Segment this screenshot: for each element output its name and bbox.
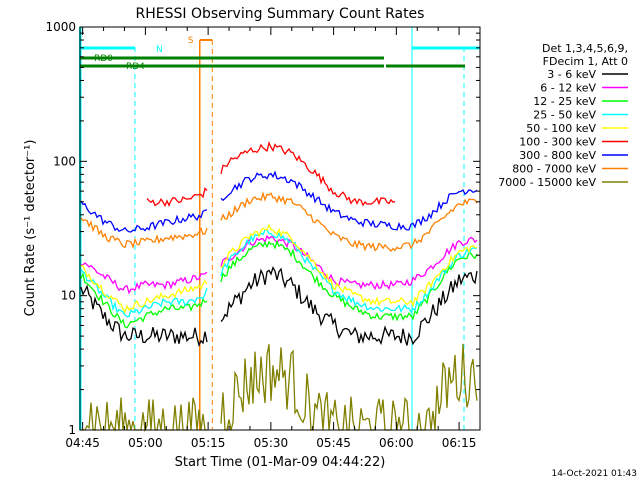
series-line (220, 265, 478, 346)
series-line (220, 234, 478, 291)
x-tick-label: 04:45 (65, 436, 100, 450)
legend-entry-label: 3 - 6 keV (547, 68, 596, 81)
night-label: N (156, 45, 163, 55)
chart-title: RHESSI Observing Summary Count Rates (136, 6, 425, 22)
series-line (220, 170, 478, 231)
x-tick-label: 06:15 (442, 436, 477, 450)
x-tick-label: 05:15 (191, 436, 226, 450)
series-line (220, 239, 478, 322)
series-line (146, 187, 208, 208)
legend: Det 1,3,4,5,6,9,FDecim 1, Att 03 - 6 keV… (498, 42, 628, 189)
legend-entry-label: 25 - 50 keV (533, 109, 596, 122)
y-tick-label: 10 (61, 289, 76, 303)
y-tick-label: 1000 (45, 20, 76, 34)
y-axis: 1 10 100 1000 (45, 20, 480, 437)
series-line (80, 217, 208, 250)
y-tick-label: 1 (68, 423, 76, 437)
plot-frame (79, 26, 481, 431)
series-line (80, 264, 208, 314)
series-line (81, 397, 207, 433)
x-tick-label: 05:00 (128, 436, 163, 450)
legend-header: FDecim 1, Att 0 (543, 55, 628, 68)
legend-entry-label: 300 - 800 keV (519, 149, 596, 162)
legend-entry-label: 7000 - 15000 keV (498, 176, 596, 189)
series-line (220, 343, 478, 431)
x-tick-label: 05:45 (316, 436, 351, 450)
series-line (220, 223, 478, 308)
series-line (80, 284, 208, 348)
series-line (220, 191, 478, 252)
y-tick-label: 100 (53, 154, 76, 168)
plot-timestamp: 14-Oct-2021 01:43 (552, 469, 637, 479)
x-tick-label: 05:30 (254, 436, 289, 450)
x-axis: 04:45 05:00 05:15 05:30 05:45 06:00 06:15 (65, 27, 481, 450)
rd0-label: RD0 (94, 54, 113, 64)
series-line (80, 200, 208, 233)
y-axis-label: Count Rate (s⁻¹ detector⁻¹) (23, 140, 38, 317)
rd4-label: RD4 (126, 62, 145, 72)
legend-entry-label: 100 - 300 keV (519, 136, 596, 149)
legend-entry-label: 50 - 100 keV (526, 122, 596, 135)
legend-entry-label: 800 - 7000 keV (512, 163, 596, 176)
legend-entry-label: 12 - 25 keV (533, 95, 596, 108)
x-tick-label: 06:00 (379, 436, 414, 450)
legend-entry-label: 6 - 12 keV (540, 82, 596, 95)
saa-label: S (188, 36, 194, 46)
series-line (80, 269, 208, 318)
series-line (220, 141, 396, 207)
x-axis-label: Start Time (01-Mar-09 04:44:22) (175, 455, 386, 470)
series-line (220, 229, 478, 314)
series-line (80, 262, 208, 295)
legend-header: Det 1,3,4,5,6,9, (542, 42, 628, 55)
plot-area: N S RD0 RD4 (79, 27, 480, 433)
